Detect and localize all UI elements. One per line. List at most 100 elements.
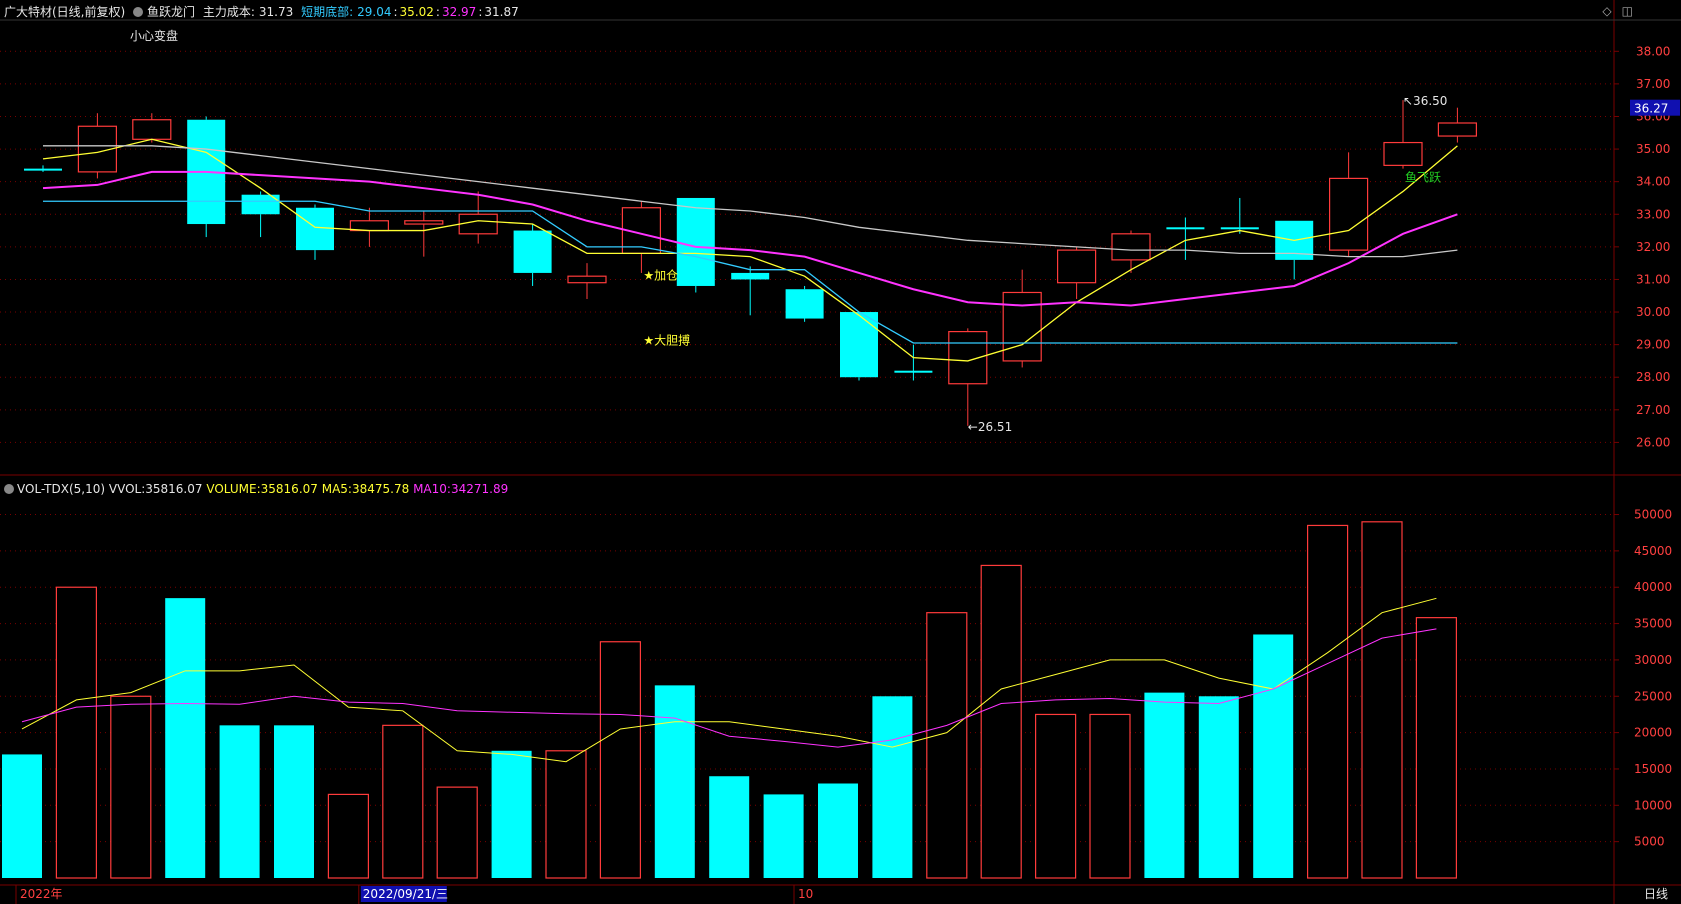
signal-annotation: ★大胆搏 bbox=[643, 334, 690, 348]
price-tick-label: 28.00 bbox=[1636, 370, 1670, 384]
volume-tick-label: 20000 bbox=[1634, 726, 1672, 740]
ma10-value: 34271.89 bbox=[450, 482, 509, 496]
volume-ma-line bbox=[21, 597, 1437, 763]
price-tick-label: 38.00 bbox=[1636, 44, 1670, 58]
candle-body bbox=[132, 119, 172, 140]
volume-bar bbox=[491, 750, 532, 878]
candle-body bbox=[676, 197, 715, 286]
volume-label: VOLUME: bbox=[206, 482, 261, 496]
volume-value: 35816.07 bbox=[260, 482, 318, 496]
volume-bar bbox=[872, 696, 913, 878]
current-price-label: 36.27 bbox=[1634, 102, 1668, 116]
date-cursor-highlight bbox=[360, 886, 447, 902]
vvol-label: VVOL: bbox=[108, 482, 146, 496]
diamond-icon[interactable]: ◇ bbox=[1602, 4, 1612, 18]
volume-bar bbox=[1361, 521, 1403, 879]
price-tick-label: 37.00 bbox=[1636, 77, 1670, 91]
low-price-annotation: ←26.51 bbox=[968, 420, 1012, 434]
volume-bar bbox=[1034, 713, 1077, 879]
volume-tick-label: 10000 bbox=[1634, 798, 1672, 812]
volume-bar bbox=[1415, 617, 1458, 879]
volume-bar bbox=[1253, 634, 1294, 878]
price-tick-label: 34.00 bbox=[1636, 175, 1670, 189]
candle-body bbox=[840, 312, 878, 378]
volume-bar bbox=[545, 750, 587, 879]
volume-header: VOL-TDX(5,10) VVOL:35816.07 VOLUME:35816… bbox=[4, 482, 508, 496]
bottom-v1: 29.04 bbox=[357, 5, 392, 19]
vvol-value: 35816.07 bbox=[145, 482, 203, 496]
ma5-value: 38475.78 bbox=[351, 482, 410, 496]
price-tick-label: 27.00 bbox=[1636, 403, 1670, 417]
volume-bar bbox=[654, 685, 695, 878]
price-tick-label: 29.00 bbox=[1636, 338, 1670, 352]
bottom-v4: 31.87 bbox=[484, 5, 519, 19]
volume-tick-label: 40000 bbox=[1634, 580, 1672, 594]
stock-name[interactable]: 广大特材(日线,前复权) bbox=[4, 5, 126, 19]
volume-bar bbox=[926, 612, 968, 879]
volume-bar bbox=[165, 598, 206, 878]
ma10-label: MA10: bbox=[413, 482, 451, 496]
candle-body bbox=[1437, 122, 1478, 137]
volume-bar bbox=[763, 794, 804, 878]
volume-tick-label: 35000 bbox=[1634, 617, 1672, 631]
candle-body bbox=[24, 168, 62, 171]
price-tick-label: 26.00 bbox=[1636, 435, 1670, 449]
indicator-name[interactable]: 鱼跃龙门 bbox=[147, 5, 196, 19]
candle-body bbox=[948, 330, 988, 385]
indicator-icon[interactable] bbox=[133, 7, 144, 17]
current-price-tag bbox=[1630, 99, 1680, 116]
volume-bar bbox=[274, 725, 314, 878]
volume-tick-label: 45000 bbox=[1634, 544, 1672, 558]
volume-tick-label: 5000 bbox=[1634, 835, 1665, 849]
volume-ma-line bbox=[21, 628, 1437, 748]
volume-bar bbox=[2, 754, 42, 878]
volume-bar bbox=[1198, 696, 1239, 878]
candle-body bbox=[1166, 227, 1205, 230]
price-tick-label: 32.00 bbox=[1636, 240, 1670, 254]
bottom-sep1: : bbox=[393, 5, 398, 19]
cost-label: 主力成本: bbox=[202, 5, 255, 19]
main-header: 广大特材(日线,前复权) 鱼跃龙门 主力成本: 31.73 短期底部: 29.04:… bbox=[4, 3, 523, 20]
volume-bar bbox=[1306, 524, 1349, 879]
bottom-v2: 35.02 bbox=[399, 5, 434, 19]
price-tick-label: 33.00 bbox=[1636, 207, 1670, 221]
candle-body bbox=[404, 220, 444, 225]
candle-body bbox=[1002, 291, 1042, 362]
candle-body bbox=[785, 289, 824, 319]
volume-bar bbox=[382, 724, 424, 879]
volume-tick-label: 50000 bbox=[1634, 508, 1672, 522]
signal-annotation: 鱼飞跃 bbox=[1405, 171, 1441, 185]
candle-body bbox=[241, 194, 280, 215]
collapse-icon[interactable] bbox=[4, 484, 14, 494]
volume-bar bbox=[219, 725, 260, 878]
vol-name[interactable]: VOL-TDX(5,10) bbox=[17, 482, 106, 496]
volume-bar bbox=[327, 793, 369, 879]
price-tick-label: 30.00 bbox=[1636, 305, 1670, 319]
bottom-sep3: : bbox=[478, 5, 483, 19]
volume-tick-label: 30000 bbox=[1634, 653, 1672, 667]
date-label: 2022年 bbox=[20, 887, 63, 901]
candle-body bbox=[1111, 233, 1151, 261]
date-label: 10 bbox=[798, 887, 813, 901]
candle-body bbox=[1328, 177, 1369, 251]
volume-tick-label: 25000 bbox=[1634, 689, 1672, 703]
volume-bar bbox=[436, 786, 478, 879]
panel-toggle-icon[interactable]: ◫ bbox=[1621, 4, 1633, 18]
price-tick-label: 35.00 bbox=[1636, 142, 1670, 156]
candle-body bbox=[458, 213, 498, 235]
volume-bar bbox=[709, 776, 750, 878]
moving-average-line bbox=[43, 145, 1458, 258]
volume-bar bbox=[818, 783, 858, 878]
period-label: 日线 bbox=[1644, 887, 1668, 901]
volume-bar bbox=[110, 695, 152, 879]
candle-body bbox=[567, 275, 607, 284]
signal-annotation: ★加仓 bbox=[643, 268, 678, 282]
volume-bar bbox=[1089, 713, 1131, 879]
bottom-sep2: : bbox=[435, 5, 440, 19]
candle-body bbox=[731, 272, 770, 280]
moving-average-line bbox=[43, 200, 1458, 344]
note-text: 小心变盘 bbox=[130, 29, 179, 43]
date-label: 2022/09/21/三 bbox=[363, 887, 448, 901]
candle-body bbox=[349, 220, 389, 232]
